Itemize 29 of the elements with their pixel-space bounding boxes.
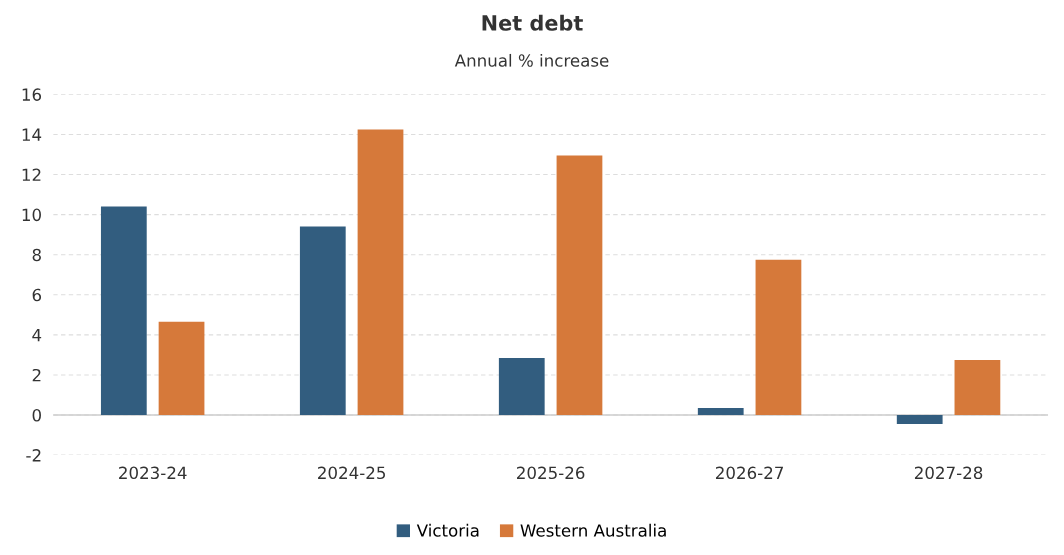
x-tick-label: 2027-28 — [914, 466, 983, 480]
bar — [697, 408, 744, 416]
bar — [498, 357, 545, 416]
y-tick-label: -2 — [26, 449, 41, 462]
y-tick-label: 16 — [22, 88, 42, 101]
x-tick-label: 2024-25 — [318, 466, 386, 480]
bar — [357, 129, 404, 416]
bar — [896, 415, 943, 425]
y-tick-label: 4 — [32, 329, 42, 342]
y-tick-label: 2 — [32, 368, 41, 382]
y-tick-label: 6 — [32, 288, 42, 302]
y-tick-label: 0 — [32, 408, 41, 422]
y-tick-label: 14 — [22, 128, 42, 141]
bar — [556, 155, 603, 416]
x-tick-label: 2025-26 — [517, 466, 585, 480]
x-tick-label: 2026-27 — [715, 466, 783, 480]
legend-label: Western Australia — [520, 523, 666, 537]
chart-subtitle: Annual % increase — [454, 53, 609, 67]
bar — [954, 359, 1001, 416]
y-tick-label: 12 — [22, 168, 41, 181]
y-tick-label: 10 — [22, 208, 41, 222]
bar — [158, 321, 205, 416]
y-tick-label: 8 — [32, 248, 41, 262]
bar — [299, 226, 346, 416]
x-tick-label: 2023-24 — [119, 466, 187, 480]
bar — [100, 206, 147, 416]
legend-label: Victoria — [416, 523, 479, 537]
chart-title: Net debt — [482, 14, 583, 31]
bar — [755, 259, 802, 416]
